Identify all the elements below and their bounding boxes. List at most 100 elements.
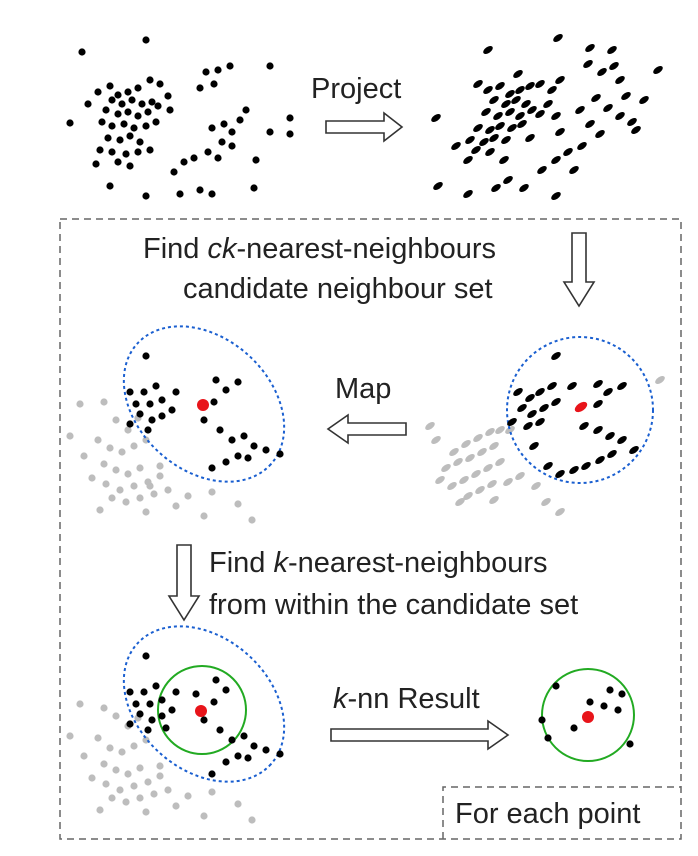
projected-point: [607, 46, 617, 54]
candidate-point: [208, 770, 216, 778]
background-point: [106, 444, 114, 452]
background-point: [96, 506, 104, 514]
background-point: [76, 400, 84, 408]
candidate-point: [250, 442, 258, 450]
candidate-point: [517, 404, 527, 412]
projected-point: [503, 176, 513, 184]
background-point: [172, 502, 180, 510]
candidate-point: [140, 688, 148, 696]
find-k-label-line2: from within the candidate set: [209, 589, 578, 621]
knn-result-points: [538, 682, 634, 748]
candidate-point: [126, 688, 134, 696]
projected-point: [583, 60, 593, 68]
data-point: [134, 84, 142, 92]
background-point: [136, 464, 144, 472]
projected-point: [615, 112, 625, 120]
projected-point: [495, 122, 505, 130]
candidate-point: [593, 426, 603, 434]
candidate-point: [234, 378, 242, 386]
background-point: [108, 794, 116, 802]
background-point: [495, 426, 505, 434]
mid-right-background-points: [425, 376, 665, 516]
background-point: [100, 460, 108, 468]
projected-point: [483, 86, 493, 94]
data-point: [96, 146, 104, 154]
background-point: [124, 770, 132, 778]
projected-points: [431, 34, 663, 200]
candidate-point: [551, 398, 561, 406]
data-point: [114, 158, 122, 166]
candidate-point: [216, 426, 224, 434]
background-point: [102, 480, 110, 488]
background-point: [80, 452, 88, 460]
background-point: [100, 398, 108, 406]
data-point: [204, 148, 212, 156]
background-point: [208, 788, 216, 796]
candidate-point: [240, 432, 248, 440]
candidate-point: [158, 696, 166, 704]
projected-point: [525, 134, 535, 142]
projected-point: [569, 166, 579, 174]
candidate-point: [148, 716, 156, 724]
data-point: [142, 122, 150, 130]
candidate-point: [617, 436, 627, 444]
background-point: [118, 448, 126, 456]
candidate-point: [629, 446, 639, 454]
candidate-point: [222, 758, 230, 766]
data-point: [146, 146, 154, 154]
candidate-point: [148, 416, 156, 424]
background-point: [489, 496, 499, 504]
candidate-point: [208, 464, 216, 472]
data-point: [146, 76, 154, 84]
candidate-point: [146, 400, 154, 408]
background-point: [150, 790, 158, 798]
find-ck-label-line2: candidate neighbour set: [183, 273, 493, 305]
data-point: [78, 48, 86, 56]
background-point: [122, 498, 130, 506]
candidate-point: [126, 420, 134, 428]
candidate-point: [605, 432, 615, 440]
data-point: [142, 192, 150, 200]
data-point: [166, 106, 174, 114]
projected-point: [485, 126, 495, 134]
background-point: [455, 498, 465, 506]
background-point: [461, 440, 471, 448]
data-point: [108, 148, 116, 156]
background-point: [136, 764, 144, 772]
data-point: [126, 132, 134, 140]
projected-point: [631, 126, 641, 134]
candidate-point: [523, 422, 533, 430]
projected-point: [555, 76, 565, 84]
background-point: [100, 760, 108, 768]
candidate-point: [172, 388, 180, 396]
background-point: [447, 482, 457, 490]
original-points: [66, 36, 294, 200]
data-point: [180, 158, 188, 166]
data-point: [118, 100, 126, 108]
data-point: [84, 100, 92, 108]
knn-point: [570, 724, 578, 732]
candidate-point: [276, 750, 284, 758]
projected-point: [473, 124, 483, 132]
candidate-point: [200, 716, 208, 724]
background-point: [142, 808, 150, 816]
background-point: [172, 802, 180, 810]
background-point: [200, 512, 208, 520]
candidate-point: [539, 404, 549, 412]
background-point: [248, 816, 256, 824]
data-point: [226, 62, 234, 70]
data-point: [214, 66, 222, 74]
data-point: [134, 112, 142, 120]
background-point: [108, 494, 116, 502]
background-point: [130, 482, 138, 490]
data-point: [126, 162, 134, 170]
background-point: [94, 734, 102, 742]
candidate-point: [617, 382, 627, 390]
background-point: [248, 516, 256, 524]
for-each-point-box: [442, 786, 681, 839]
data-point: [154, 102, 162, 110]
candidate-point: [529, 442, 539, 450]
data-point: [228, 142, 236, 150]
